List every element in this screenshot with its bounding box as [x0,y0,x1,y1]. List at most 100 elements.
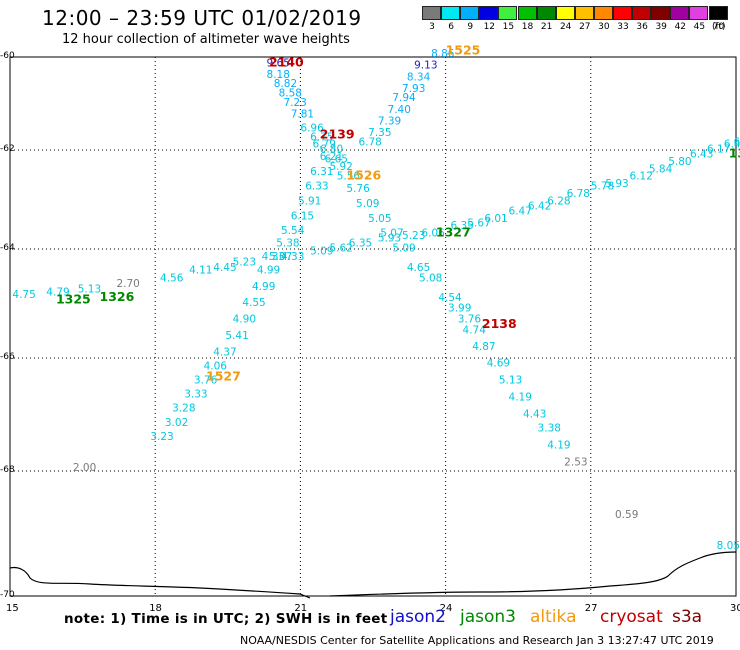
legend-bin-label: 24 [559,22,572,32]
swh-value: 4.74 [463,324,487,336]
swh-value: 5.76 [346,183,370,195]
swh-value: 6.35 [349,238,372,250]
legend-swatch [574,6,594,20]
swh-value: 5.07 [269,251,292,263]
swh-value: 9.65 [267,57,290,69]
swh-value: 7.93 [402,83,425,95]
legend-bin-label: 9 [467,22,474,32]
pass-label: 1325 [56,292,91,307]
swh-value: 5.09 [356,198,379,210]
legend-swatch [689,6,709,20]
swh-value: 3.76 [194,374,218,386]
swh-value: 6.78 [567,188,590,200]
legend-bin-label: 12 [483,22,496,32]
y-tick-label: -62 [0,144,15,154]
swh-value: 6.06 [421,228,445,240]
swh-value: 2.70 [116,278,139,290]
swh-value: 4.99 [252,281,275,293]
legend-swatch [708,6,728,20]
swh-value: 7.81 [291,108,314,120]
swh-value: 9.13 [414,60,437,72]
frame-border [9,56,737,597]
swh-value: 5.41 [225,330,248,342]
swh-value: 5.13 [499,374,522,386]
swh-value: 5.91 [298,195,321,207]
map-subtitle: 12 hour collection of altimeter wave hei… [62,32,350,47]
swh-value: 5.62 [329,243,352,255]
swh-value: 0.59 [615,509,638,521]
swh-value: 3.38 [538,422,561,434]
swh-value: 4.33 [281,251,304,263]
swh-value: 4.75 [12,289,35,301]
pass-label: 2138 [482,316,517,331]
swh-value: 6.12 [630,171,653,183]
legend-bin-label: 30 [598,22,610,32]
map-title: 12:00 – 23:59 UTC 01/02/2019 [42,6,362,30]
swh-value: 4.19 [547,439,570,451]
swh-value: 8.34 [407,71,431,83]
legend-bin-label: 70 [712,22,725,32]
swh-value: 4.06 [204,360,228,372]
swh-value: 6.43 [690,148,713,160]
swh-value: 5.09 [392,243,415,255]
legend-swatch [441,6,461,20]
swh-value: 4.33 [262,251,285,263]
swh-value: 6.31 [310,166,333,178]
swh-value: 6.15 [291,210,314,222]
legend-swatch [670,6,690,20]
swh-value: 6.96 [300,122,324,134]
legend-bin-label: 6 [448,22,454,32]
graticule [10,57,736,596]
legend-bin-label: 45 [693,22,706,32]
swh-value: 6.33 [305,181,328,193]
swh-value: 7.23 [283,97,306,109]
swh-value: 8.18 [267,69,290,81]
coastline [9,551,737,599]
legend-bin-label: 18 [521,22,534,32]
swh-value: 4.45 [213,262,236,274]
y-tick-label: -60 [0,51,15,61]
coastline-east [329,551,737,597]
legend-swatch [536,6,556,20]
swh-value: 5.84 [649,163,673,175]
swh-value: 2.00 [73,462,96,474]
map-frame [9,56,737,597]
pass-label: 1525 [446,43,481,58]
swh-value: 6.21 [320,151,343,163]
swh-value: 4.79 [46,286,69,298]
swh-value: 6.75 [310,132,333,144]
y-tick-label: -68 [0,465,15,475]
swh-value: 2.53 [564,456,587,468]
swh-value: 5.38 [276,238,299,250]
swh-value: 5.08 [419,273,442,285]
x-tick-label: 21 [294,603,308,614]
swh-value: 4.65 [407,262,430,274]
swh-value: 6.01 [484,213,507,225]
swh-value: 3.99 [448,303,471,315]
pass-label: 2139 [320,126,355,141]
swh-value: 5.09 [310,245,333,257]
pass-label: 1327 [436,225,471,240]
legend-bin-label: 15 [502,22,515,32]
pass-label: 13 [729,145,740,160]
swh-value: 8.82 [274,78,297,90]
legend-swatch [593,6,613,20]
swh-value: 3.33 [184,389,207,401]
swh-value: 4.99 [257,265,280,277]
legend-s3a: s3a [672,607,703,627]
pass-labels: 2140 2139 2138 1525 1526 1527 1325 1326 1327 13 [56,43,740,384]
swh-value: 8.58 [279,88,302,100]
footer-note: note: 1) Time is in UTC; 2) SWH is in fe… [64,611,388,627]
pass-label: 1527 [206,369,241,384]
swh-value: 8.86 [431,48,455,60]
x-tick-label: 18 [149,603,162,614]
swh-value: 5.67 [467,218,490,230]
swh-value: 5.07 [380,228,403,240]
swh-value: 4.43 [523,408,546,420]
legend-swatch [632,6,652,20]
x-tick-label: 15 [6,603,19,614]
y-tick-label: -70 [0,590,15,600]
swh-value: 6.80 [320,143,343,155]
